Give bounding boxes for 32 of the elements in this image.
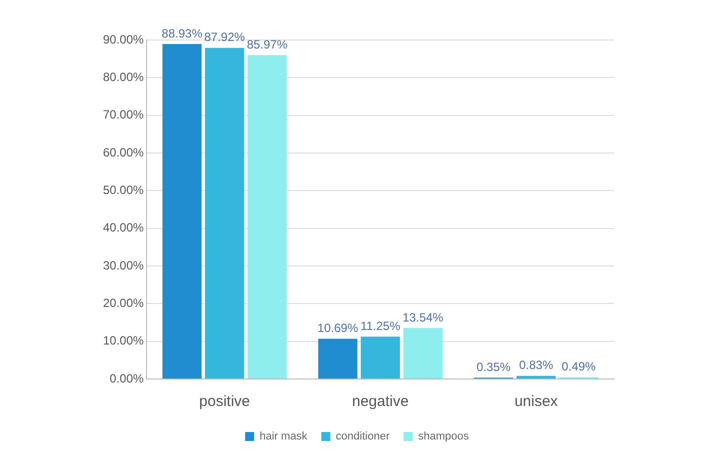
bar	[516, 376, 556, 378]
x-tick-label: positive	[199, 393, 250, 410]
data-label: 85.97%	[246, 37, 288, 52]
data-label: 10.69%	[317, 321, 358, 336]
legend-label: hair mask	[260, 430, 308, 443]
legend-label: conditioner	[336, 430, 390, 443]
y-tick-label: 70.00%	[102, 108, 144, 122]
data-label: 88.93%	[162, 26, 203, 40]
bar	[248, 55, 287, 378]
data-label: 87.92%	[204, 30, 246, 44]
y-tick-label: 20.00%	[102, 296, 144, 310]
bar	[318, 338, 358, 378]
x-tick-label: unisex	[514, 393, 558, 410]
legend-label: shampoos	[418, 430, 470, 443]
bar	[162, 44, 202, 378]
data-label: 11.25%	[360, 318, 401, 333]
y-tick-label: 0.00%	[110, 371, 144, 386]
bar	[205, 48, 244, 378]
y-tick-label: 60.00%	[102, 145, 144, 160]
y-tick-label: 10.00%	[102, 334, 144, 348]
bar	[360, 336, 400, 378]
data-label: 0.83%	[519, 358, 554, 372]
y-tick-label: 30.00%	[102, 258, 144, 272]
bar	[403, 328, 443, 378]
data-label: 0.49%	[562, 359, 596, 374]
x-tick-label: negative	[352, 393, 409, 410]
y-tick-label: 90.00%	[102, 32, 144, 46]
data-label: 13.54%	[402, 310, 444, 324]
y-tick-label: 50.00%	[102, 182, 144, 197]
y-tick-label: 80.00%	[102, 70, 144, 84]
data-label: 0.35%	[476, 360, 511, 374]
y-tick-label: 40.00%	[102, 220, 144, 235]
